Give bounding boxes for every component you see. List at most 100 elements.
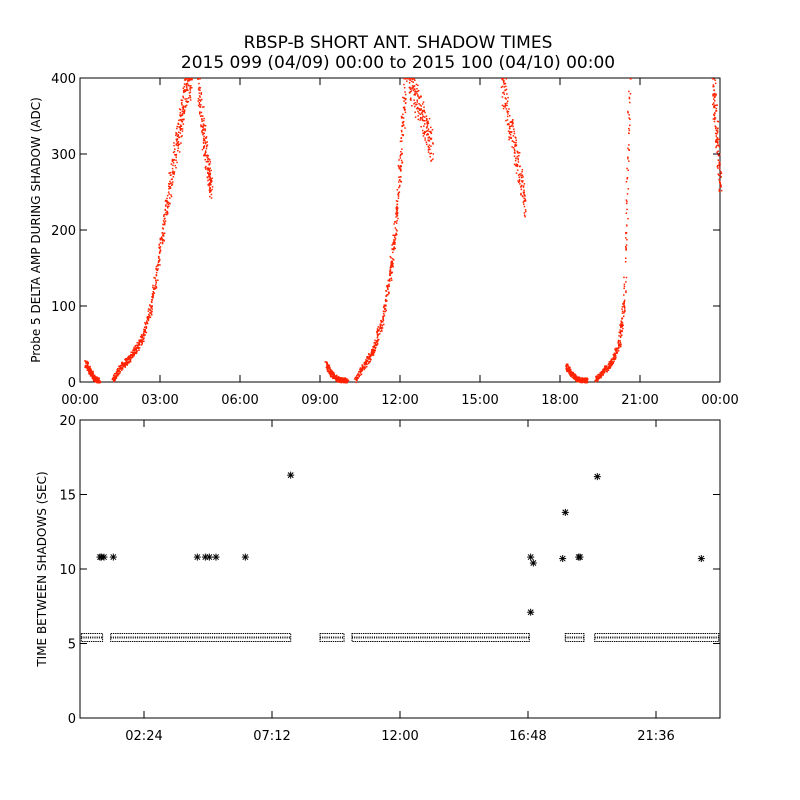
amplitude-point [181,112,184,115]
amplitude-point [325,361,328,363]
amplitude-point [396,215,399,217]
amplitude-point [605,366,607,368]
amplitude-point [430,152,432,155]
amplitude-point [503,91,505,94]
amplitude-point [572,371,574,374]
amplitude-point [209,187,211,189]
amplitude-point [146,316,148,319]
amplitude-point [328,372,330,375]
amplitude-point [617,341,620,344]
amplitude-point [520,185,523,187]
amplitude-point [601,369,604,371]
amplitude-point [368,356,371,359]
amplitude-point [178,136,181,139]
amplitude-point [595,379,597,382]
amplitude-point [160,237,163,239]
amplitude-point [155,287,158,289]
amplitude-point [388,291,390,294]
amplitude-point [393,247,395,250]
amplitude-point [611,358,613,361]
amplitude-point [617,340,620,343]
amplitude-point [358,371,360,373]
amplitude-point [86,362,88,365]
amplitude-point [517,180,519,182]
amplitude-point [421,111,424,113]
amplitude-point [165,200,168,202]
amplitude-point [515,164,518,166]
amplitude-point [400,129,403,132]
amplitude-point [127,359,129,361]
amplitude-point [181,135,183,137]
amplitude-point [716,130,718,132]
amplitude-point [179,108,182,111]
amplitude-point [509,121,511,124]
amplitude-point [618,335,620,337]
amplitude-point [204,139,206,142]
amplitude-point [392,241,395,244]
interval-point [559,555,567,563]
amplitude-point [173,150,176,153]
amplitude-point [523,189,525,192]
amplitude-point [568,368,570,371]
amplitude-point [152,297,154,299]
amplitude-point [177,122,179,125]
amplitude-point [117,372,119,374]
amplitude-point [203,117,205,120]
amplitude-x-tick-label: 00:00 [701,393,738,408]
amplitude-point [179,126,181,129]
amplitude-point [164,220,167,222]
amplitude-point [514,145,516,147]
amplitude-point [505,119,507,122]
amplitude-point [174,154,176,156]
amplitude-point [203,119,205,122]
amplitude-point [628,117,630,119]
amplitude-point [364,361,366,364]
amplitude-point [94,374,96,377]
amplitude-point [426,122,428,125]
amplitude-point [207,184,209,186]
amplitude-point [152,295,154,297]
amplitude-point [411,78,414,80]
amplitude-point [155,283,157,285]
amplitude-point [208,163,210,165]
amplitude-point [368,355,371,357]
amplitude-point [414,88,416,90]
amplitude-point [204,142,207,145]
amplitude-point [398,191,401,193]
amplitude-point [606,365,608,368]
amplitude-point [395,212,397,215]
amplitude-point [392,258,394,260]
amplitude-point [144,323,147,325]
amplitude-point [389,278,391,280]
amplitude-point [512,122,514,125]
amplitude-point [328,364,331,367]
amplitude-point [167,191,170,193]
amplitude-point [186,86,188,88]
amplitude-point [180,124,182,126]
amplitude-point [175,138,178,141]
amplitude-point [337,378,339,380]
amplitude-point [513,155,516,157]
amplitude-point [330,373,332,375]
amplitude-point [624,309,626,311]
amplitude-point [714,132,717,135]
amplitude-point [159,237,161,240]
amplitude-point [365,362,367,365]
amplitude-point [624,307,626,309]
amplitude-point [131,356,133,358]
amplitude-point [124,366,126,368]
amplitude-point [507,130,510,132]
amplitude-point [157,268,159,270]
amplitude-point [623,305,625,307]
amplitude-point [390,277,393,279]
amplitude-point [581,381,583,384]
amplitude-point [714,82,717,85]
amplitude-point [623,283,626,286]
amplitude-point [162,223,164,226]
amplitude-point [423,133,426,135]
amplitude-point [717,120,720,123]
amplitude-point [597,373,599,376]
amplitude-point [396,200,399,203]
amplitude-point [429,156,431,158]
amplitude-point [85,362,87,364]
